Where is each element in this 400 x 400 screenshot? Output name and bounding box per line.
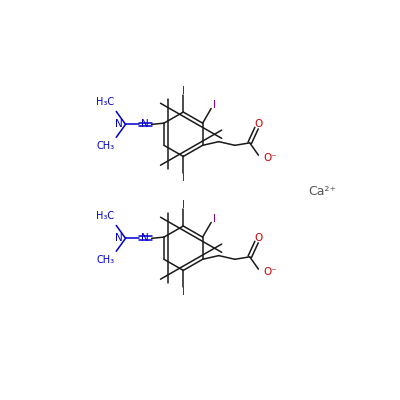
Text: I: I — [182, 287, 185, 297]
Text: O⁻: O⁻ — [263, 153, 277, 163]
Text: N: N — [141, 119, 148, 129]
Text: I: I — [213, 100, 216, 110]
Text: O: O — [254, 119, 262, 129]
Text: N: N — [115, 233, 123, 243]
Text: H₃C: H₃C — [96, 212, 114, 222]
Text: CH₃: CH₃ — [96, 255, 114, 265]
Text: N: N — [141, 233, 148, 243]
Text: I: I — [182, 86, 185, 96]
Text: I: I — [182, 200, 185, 210]
Text: O⁻: O⁻ — [263, 267, 277, 277]
Text: I: I — [213, 214, 216, 224]
Text: N: N — [115, 119, 123, 129]
Text: H₃C: H₃C — [96, 98, 114, 108]
Text: I: I — [182, 173, 185, 183]
Text: CH₃: CH₃ — [96, 141, 114, 151]
Text: Ca²⁺: Ca²⁺ — [309, 185, 337, 198]
Text: O: O — [254, 233, 262, 243]
